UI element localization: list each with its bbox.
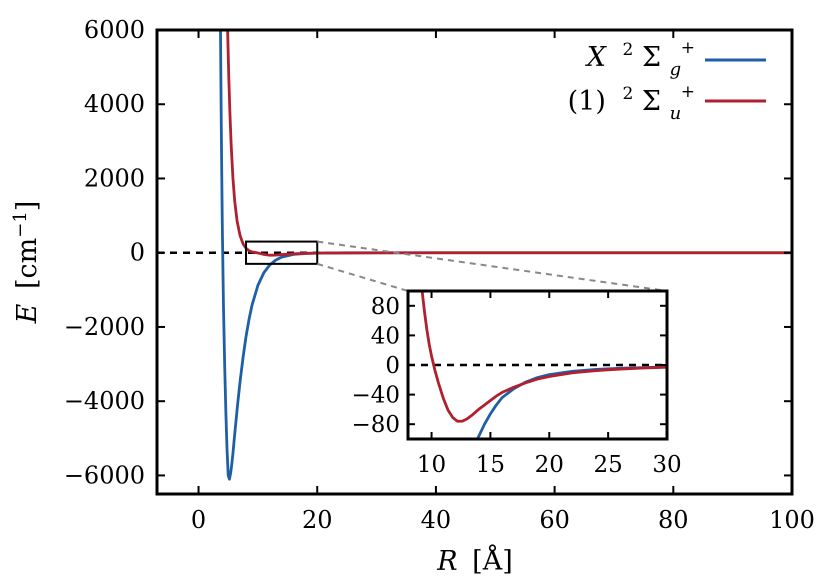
inset-x-tick-label: 25	[593, 452, 622, 478]
zoom-region-box	[245, 240, 319, 265]
zoom-connector-line	[316, 262, 409, 292]
legend-label-1-state: (1) 2 Σ u +	[568, 75, 695, 126]
y-axis-label: E [cm−1]	[10, 201, 43, 325]
inset-y-tick-label: 0	[385, 353, 400, 379]
main-x-tick-label: 80	[658, 506, 689, 534]
inset-y-tick-label: −80	[351, 412, 400, 438]
inset-series-line-1	[420, 291, 667, 423]
inset-x-tick-label: 30	[652, 452, 681, 478]
inset-y-tick-label: 40	[371, 323, 400, 349]
legend-multiplicity-x: 2	[623, 40, 634, 60]
main-x-tick-label: 20	[302, 506, 333, 534]
inset-y-tick-label: −40	[351, 383, 400, 409]
legend-symbol-1: (1)	[568, 86, 606, 117]
main-y-tick-label: −4000	[64, 387, 145, 415]
main-x-tick-label: 100	[769, 506, 815, 534]
y-axis-symbol: E	[12, 303, 43, 324]
inset-plot-frame	[406, 289, 669, 441]
legend-label-x-state: X 2 Σ g +	[585, 31, 695, 82]
x-axis-symbol: R	[436, 546, 457, 577]
legend-term-1: Σ	[642, 86, 661, 117]
legend-sub-x: g	[670, 59, 682, 80]
inset-x-tick-label: 15	[476, 452, 505, 478]
main-plot-frame	[155, 28, 794, 496]
legend-symbol-x: X	[585, 42, 608, 73]
x-axis-label: R [Å]	[436, 544, 513, 577]
main-y-tick-label: −6000	[64, 461, 145, 489]
main-x-tick-label: 60	[539, 506, 570, 534]
main-x-tick-label: 40	[421, 506, 452, 534]
inset-series-group	[420, 291, 667, 439]
inset-y-tick-label: 80	[371, 294, 400, 320]
legend-sup-1: +	[681, 82, 695, 102]
x-axis-unit: Å	[482, 544, 503, 577]
legend-term-x: Σ	[642, 42, 661, 73]
legend-sup-x: +	[681, 38, 695, 58]
inset-plot: 10 15 20 25 30 80 40 0 −40 −80	[316, 240, 682, 478]
main-y-tick-label: −2000	[64, 313, 145, 341]
main-y-tick-label: 2000	[84, 164, 145, 192]
y-axis-unit-base: cm	[12, 238, 43, 279]
inset-x-tick-label: 20	[535, 452, 564, 478]
legend-multiplicity-1: 2	[622, 84, 633, 104]
main-series-line-1	[226, 30, 792, 257]
axis-labels: R [Å] E [cm−1]	[10, 201, 513, 577]
inset-x-tick-label: 10	[417, 452, 446, 478]
main-series-group	[219, 30, 792, 481]
y-axis-unit-exp: −1	[10, 211, 31, 238]
legend-sub-1: u	[670, 103, 682, 124]
main-y-tick-label: 6000	[84, 16, 145, 44]
legend: X 2 Σ g + (1) 2 Σ u +	[568, 31, 766, 126]
zoom-connector-line	[317, 240, 668, 292]
main-x-tick-label: 0	[191, 506, 206, 534]
main-y-tick-label: 4000	[84, 90, 145, 118]
main-y-tick-label: 0	[130, 239, 145, 267]
inset-background	[408, 291, 667, 439]
